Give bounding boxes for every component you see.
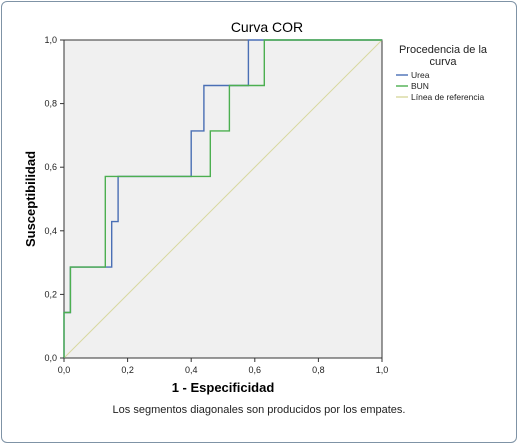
series-line-3	[63, 39, 383, 359]
chart-title: Curva COR	[231, 19, 303, 35]
x-tick-label: 0,2	[121, 365, 134, 375]
x-tick-label: 0,8	[312, 365, 325, 375]
legend-title-line2: curva	[430, 56, 458, 68]
y-tick-label: 0,8	[44, 99, 57, 109]
y-tick-label: 1,0	[44, 35, 57, 45]
y-tick-label: 0,0	[44, 353, 57, 363]
legend-title-line1: Procedencia de la	[399, 44, 488, 56]
y-tick-label: 0,4	[44, 226, 57, 236]
x-tick-label: 0,0	[58, 365, 71, 375]
y-tick-label: 0,2	[44, 289, 57, 299]
legend-label: Línea de referencia	[411, 92, 485, 102]
series-line-2	[63, 39, 382, 358]
x-tick-label: 0,6	[249, 365, 262, 375]
y-axis-title: Susceptibilidad	[23, 151, 38, 247]
x-tick-label: 0,4	[185, 365, 198, 375]
x-axis-title: 1 - Especificidad	[172, 380, 275, 395]
chart-footnote: Los segmentos diagonales son producidos …	[112, 404, 406, 416]
x-tick-label: 1,0	[376, 365, 389, 375]
legend-label: BUN	[411, 81, 429, 91]
legend-label: Urea	[411, 70, 430, 80]
y-tick-label: 0,6	[44, 162, 57, 172]
